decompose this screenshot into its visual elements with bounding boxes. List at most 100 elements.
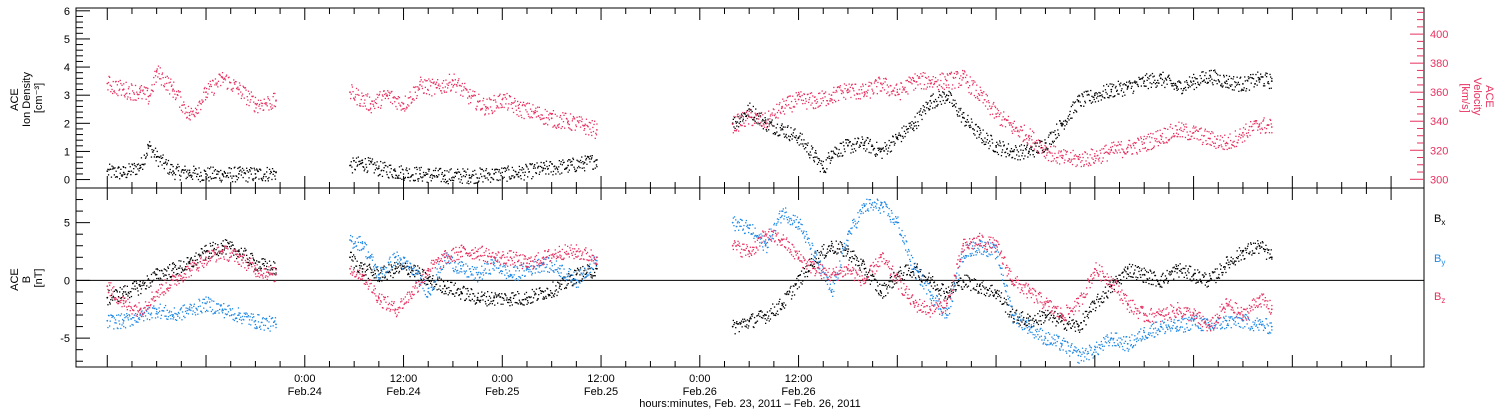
bx-point (788, 290, 790, 292)
density-point (1184, 81, 1186, 83)
density-node (147, 144, 150, 147)
bx-point (973, 278, 975, 280)
bx-point (379, 277, 381, 279)
density-point (588, 158, 590, 160)
velocity-point (1100, 162, 1102, 164)
density-point (222, 174, 224, 176)
bx-point (454, 282, 456, 284)
velocity-point (136, 91, 138, 93)
bx-point (173, 271, 175, 274)
velocity-point (420, 76, 422, 78)
velocity-point (241, 95, 243, 97)
bx-point (921, 281, 923, 283)
density-point (242, 176, 244, 179)
velocity-point (355, 93, 357, 96)
density-node (122, 171, 125, 174)
bx-point (1060, 316, 1062, 318)
bx-point (377, 270, 379, 272)
density-point (1267, 82, 1269, 84)
bx-point (529, 296, 531, 299)
density-point (1163, 82, 1165, 84)
density-point (592, 168, 595, 170)
bx-point (772, 312, 774, 315)
bx-point (841, 244, 843, 246)
velocity-point (177, 94, 179, 96)
density-point (385, 171, 388, 173)
velocity-point (495, 107, 498, 109)
density-point (813, 159, 815, 161)
velocity-node (1176, 129, 1178, 131)
density-point (214, 169, 217, 171)
velocity-point (243, 97, 245, 99)
velocity-point (1065, 153, 1067, 156)
density-point (1214, 71, 1216, 73)
density-point (168, 173, 170, 175)
velocity-point (890, 91, 893, 93)
bx-point (163, 268, 165, 270)
density-point (511, 175, 513, 177)
density-point (1240, 90, 1242, 92)
bx-point (143, 282, 145, 285)
velocity-point (1076, 164, 1078, 166)
velocity-point (895, 84, 897, 86)
density-point (1064, 119, 1067, 122)
bx-point (810, 258, 813, 260)
velocity-point (869, 97, 871, 99)
bx-point (205, 244, 207, 247)
density-point (371, 160, 373, 162)
bx-point (738, 331, 740, 333)
velocity-point (416, 95, 418, 97)
bx-point (498, 293, 501, 295)
density-point (434, 169, 436, 172)
bx-point (428, 276, 430, 278)
velocity-point (160, 78, 162, 80)
density-point (803, 148, 806, 150)
density-point (481, 168, 483, 171)
velocity-point (1067, 160, 1070, 162)
velocity-point (783, 113, 786, 115)
velocity-point (1245, 123, 1247, 125)
bx-point (366, 265, 368, 267)
density-point (865, 150, 867, 152)
bx-point (909, 274, 911, 276)
bx-point (406, 265, 408, 267)
density-point (1029, 154, 1031, 156)
bx-point (1144, 269, 1147, 271)
density-point (165, 159, 167, 161)
velocity-node (912, 79, 915, 82)
velocity-point (1190, 138, 1192, 140)
density-point (1168, 74, 1170, 76)
bx-point (1109, 281, 1111, 283)
bx-point (785, 293, 787, 296)
bx-point (210, 245, 212, 247)
density-point (178, 166, 180, 168)
density-point (428, 168, 431, 170)
velocity-point (896, 83, 898, 85)
velocity-point (952, 84, 954, 86)
density-point (742, 120, 744, 122)
bx-point (177, 273, 179, 275)
density-point (736, 121, 739, 123)
density-point (389, 171, 391, 173)
velocity-point (455, 84, 458, 86)
bx-point (767, 317, 769, 319)
bx-point (145, 288, 147, 290)
density-point (937, 96, 940, 99)
density-point (452, 179, 455, 182)
velocity-point (522, 101, 525, 103)
velocity-point (1172, 135, 1174, 137)
velocity-point (1182, 130, 1184, 132)
density-point (893, 141, 895, 143)
density-point (418, 167, 421, 169)
velocity-point (1002, 116, 1004, 118)
density-point (738, 122, 740, 124)
velocity-point (198, 101, 200, 103)
velocity-point (385, 92, 387, 95)
bx-point (837, 252, 839, 254)
density-point (796, 142, 799, 144)
velocity-node (1270, 126, 1273, 128)
velocity-node (1126, 146, 1129, 149)
velocity-point (358, 94, 360, 96)
density-point (792, 132, 794, 134)
bx-point (1107, 297, 1109, 299)
